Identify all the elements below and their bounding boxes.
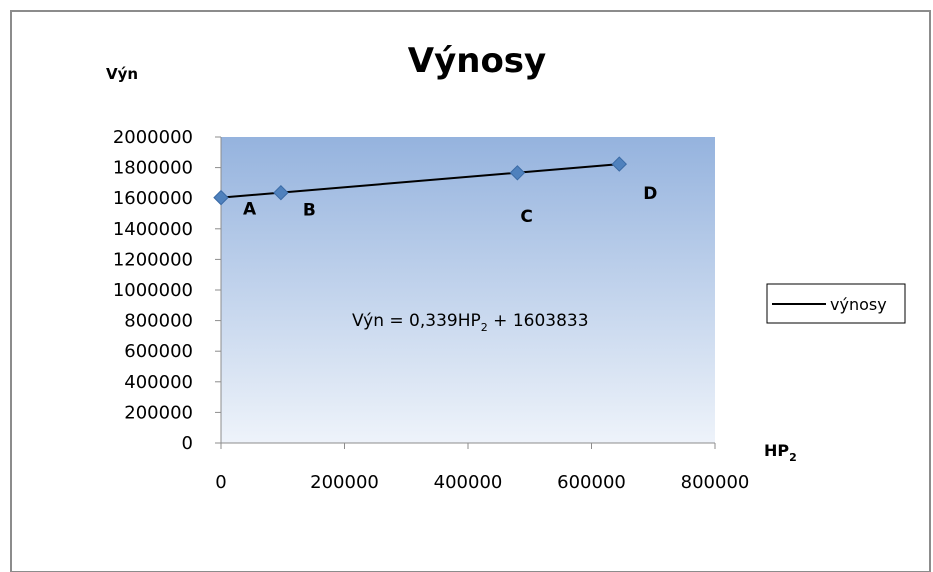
x-axis-label-main: HP: [764, 441, 789, 460]
y-tick-label: 2000000: [113, 127, 193, 148]
y-tick-label: 800000: [124, 311, 193, 332]
data-points: A B C D: [213, 156, 657, 227]
legend: výnosy: [766, 283, 906, 324]
point-marker-b: [273, 184, 289, 201]
x-tick-label: 400000: [434, 472, 503, 493]
point-label-b: B: [303, 201, 316, 221]
y-axis-label: Výn: [106, 65, 138, 83]
x-axis-label-subscript: 2: [789, 451, 797, 464]
legend-entry-label: výnosy: [830, 295, 887, 314]
plot-area: [221, 137, 715, 443]
point-marker-a: [213, 189, 229, 206]
point-label-d: D: [643, 184, 657, 204]
chart-title: Výnosy: [408, 41, 546, 81]
y-tick-label: 1400000: [113, 219, 193, 240]
x-tick-label: 0: [215, 472, 226, 493]
y-tick-label: 1000000: [113, 280, 193, 301]
y-tick-label: 400000: [124, 372, 193, 393]
equation-suffix: + 1603833: [488, 311, 589, 331]
y-tick-label: 1800000: [113, 158, 193, 179]
y-tick-label: 0: [182, 433, 193, 454]
y-tick-label: 1200000: [113, 249, 193, 270]
x-tick-label: 800000: [681, 472, 750, 493]
point-marker-d: [611, 156, 627, 172]
equation-subscript: 2: [481, 321, 488, 334]
x-axis-ticks: 0 200000 400000 600000 800000: [215, 443, 749, 493]
trendline-equation: Výn = 0,339HP2 + 1603833: [352, 311, 589, 334]
y-tick-label: 200000: [124, 402, 193, 423]
point-marker-c: [509, 165, 526, 181]
x-tick-label: 600000: [557, 472, 626, 493]
y-tick-label: 600000: [124, 341, 193, 362]
point-label-c: C: [520, 207, 532, 227]
y-tick-label: 1600000: [113, 188, 193, 209]
equation-prefix: Výn = 0,339HP: [352, 311, 481, 331]
x-axis-label: HP2: [764, 441, 797, 464]
x-tick-label: 200000: [310, 472, 379, 493]
point-label-a: A: [243, 200, 257, 220]
y-axis-ticks: 0 200000 400000 600000 800000 1000000 1200000 1…: [113, 127, 221, 454]
